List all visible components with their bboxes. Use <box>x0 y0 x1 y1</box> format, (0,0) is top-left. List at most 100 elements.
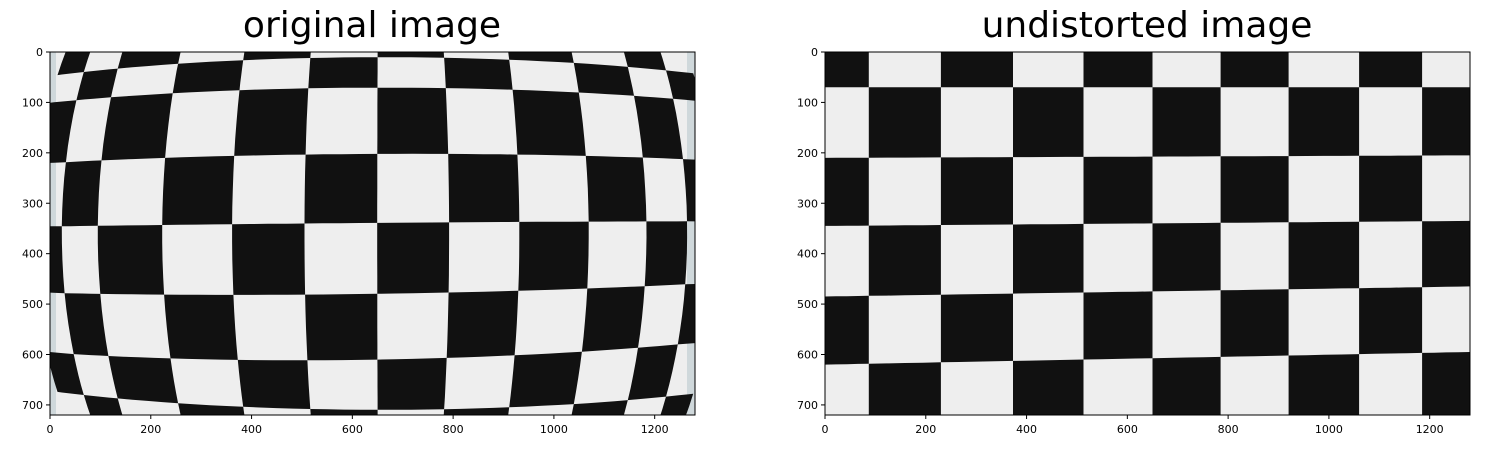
checker-square <box>660 393 694 415</box>
y-tick-label: 0 <box>36 46 43 59</box>
checker-square <box>1083 291 1153 360</box>
checker-square <box>1220 289 1289 357</box>
checker-square <box>1422 220 1470 288</box>
checker-square <box>825 415 869 454</box>
checker-square <box>232 223 306 295</box>
checker-square <box>1359 415 1422 454</box>
image-0 <box>50 52 695 415</box>
checker-square <box>1013 13 1084 52</box>
y-tick-label: 0 <box>811 46 818 59</box>
checker-square <box>623 52 666 71</box>
checker-square <box>634 95 683 160</box>
checker-square <box>377 52 445 58</box>
checker-square <box>512 89 586 156</box>
checker-square <box>234 88 309 156</box>
axes-frame <box>49 51 696 416</box>
panel-undistorted: 0 200 400 600 800 1000 1200 0 100 200 300 400 500 600… <box>789 13 1496 454</box>
checker-square <box>1220 52 1289 88</box>
y-tick-label: 100 <box>22 96 43 109</box>
checker-square <box>1422 87 1470 156</box>
checker-square <box>377 222 450 294</box>
checker-square <box>64 293 109 356</box>
x-tick-label: 1000 <box>1315 423 1343 436</box>
x-tick-label: 0 <box>822 423 829 436</box>
checker-square <box>868 225 941 296</box>
y-tick-label: 300 <box>797 197 818 210</box>
checker-square <box>1152 87 1221 157</box>
checker-square <box>448 153 520 223</box>
x-tick-label: 200 <box>140 423 161 436</box>
checker-square <box>117 52 181 69</box>
x-tick-label: 0 <box>47 423 54 436</box>
checker-square <box>1220 156 1289 223</box>
checker-square <box>1359 155 1423 222</box>
checker-square <box>377 87 449 154</box>
checker-square <box>627 344 678 401</box>
panel-original: 0 200 400 600 800 1000 1200 0 100 200 300 400 500 600… <box>22 46 696 436</box>
y-tick-label: 600 <box>797 349 818 362</box>
y-tick-label: 300 <box>22 197 43 210</box>
checker-square <box>97 225 165 295</box>
y-tick-label: 500 <box>22 298 43 311</box>
x-tick-label: 1000 <box>540 423 568 436</box>
x-tick-label: 400 <box>1016 423 1037 436</box>
checker-square <box>1359 52 1423 88</box>
checker-square <box>164 294 238 360</box>
checker-square <box>377 357 447 410</box>
checker-square <box>237 359 311 409</box>
checker-square <box>101 93 173 161</box>
checker-square <box>581 286 645 352</box>
checker-square <box>50 100 77 163</box>
axes-frame <box>824 51 1471 416</box>
checker-square <box>1013 87 1084 158</box>
checker-square <box>76 68 118 101</box>
x-tick-label: 200 <box>915 423 936 436</box>
title-original: original image <box>242 5 502 46</box>
x-tick-label: 800 <box>1218 423 1239 436</box>
checker-square <box>162 155 235 225</box>
y-tick-label: 700 <box>22 399 43 412</box>
checker-square <box>308 57 378 89</box>
x-tick-label: 1200 <box>641 423 669 436</box>
checker-square <box>789 13 825 52</box>
checker-square <box>310 409 378 415</box>
checker-square <box>1470 155 1496 221</box>
image-1 <box>789 13 1496 454</box>
y-tick-label: 600 <box>22 349 43 362</box>
checker-square <box>1470 415 1496 454</box>
y-tick-label: 500 <box>797 298 818 311</box>
checker-square <box>243 52 311 61</box>
checker-square <box>1359 287 1423 355</box>
checker-square <box>1422 13 1470 52</box>
checker-square <box>1083 156 1153 224</box>
x-tick-label: 1200 <box>1416 423 1444 436</box>
checker-square <box>573 62 634 96</box>
checker-square <box>868 362 941 415</box>
checker-square <box>83 395 123 415</box>
x-tick-label: 800 <box>443 423 464 436</box>
checker-square <box>172 60 244 94</box>
checker-square <box>1288 221 1360 290</box>
checker-square <box>940 157 1013 225</box>
checker-square <box>789 226 825 297</box>
x-tick-label: 400 <box>241 423 262 436</box>
checker-square <box>304 153 378 224</box>
checker-square <box>446 290 519 358</box>
checker-square <box>940 52 1013 88</box>
checker-square <box>50 352 84 395</box>
checker-square <box>868 87 941 158</box>
checker-square <box>1470 52 1496 87</box>
checker-square <box>644 221 688 287</box>
y-tick-label: 200 <box>797 147 818 160</box>
x-tick-label: 600 <box>342 423 363 436</box>
checker-square <box>666 70 695 101</box>
checker-square <box>1470 286 1496 352</box>
y-tick-label: 400 <box>797 248 818 261</box>
checker-square <box>518 221 589 291</box>
checker-square <box>1013 359 1084 415</box>
checker-square <box>1152 222 1221 292</box>
checker-square <box>869 13 941 52</box>
checker-square <box>509 351 582 408</box>
